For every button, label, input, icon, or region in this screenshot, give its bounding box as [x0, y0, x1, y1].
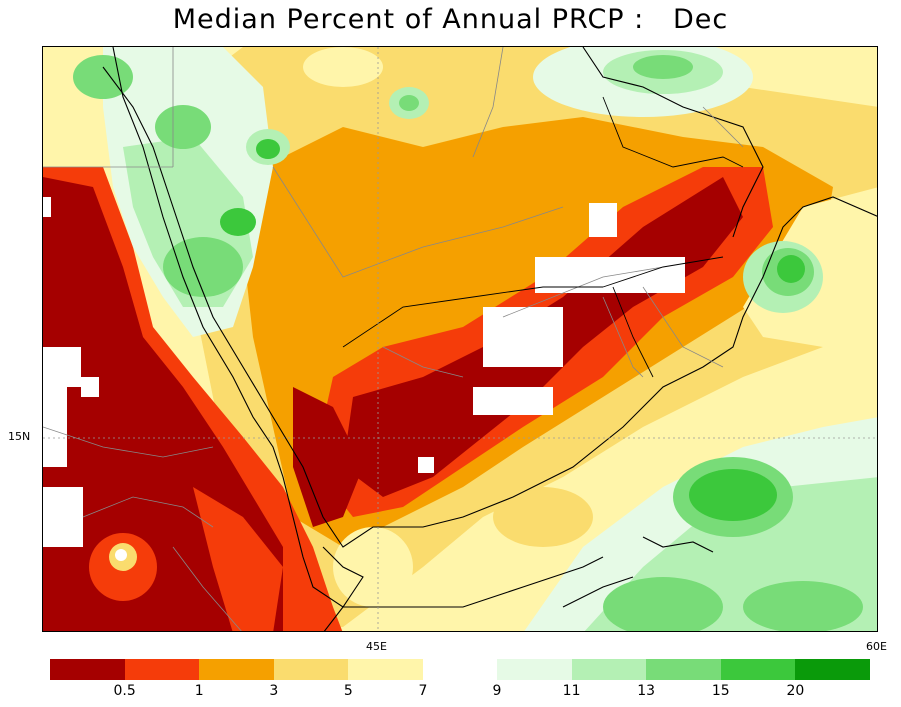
legend-label-wet-1: 11 — [562, 683, 581, 699]
precipitation-map — [43, 47, 877, 631]
legend-swatch-dry-3 — [273, 659, 349, 680]
legend-swatch-wet-3 — [720, 659, 796, 680]
legend-swatch-wet-1 — [571, 659, 647, 680]
legend-label-dry-0: 0.5 — [113, 683, 136, 699]
lon-label-45e: 45E — [366, 640, 387, 653]
legend-swatch-wet-4 — [795, 659, 871, 680]
legend-swatch-dry-2 — [199, 659, 275, 680]
legend-swatch-dry-1 — [124, 659, 200, 680]
legend-swatch-wet-2 — [646, 659, 722, 680]
lat-label-15n: 15N — [8, 430, 31, 443]
legend-label-dry-1: 1 — [194, 683, 204, 699]
legend-label-wet-0: 9 — [492, 683, 502, 699]
map-title: Median Percent of Annual PRCP : Dec — [172, 4, 729, 35]
map-area — [42, 46, 878, 632]
legend-label-wet-3: 15 — [711, 683, 730, 699]
lon-label-60e: 60E — [866, 640, 887, 653]
legend-swatch-wet-0 — [497, 659, 573, 680]
legend-label-dry-3: 5 — [343, 683, 353, 699]
legend-label-dry-2: 3 — [269, 683, 279, 699]
legend-swatch-dry-4 — [348, 659, 424, 680]
legend-label-dry-4: 7 — [418, 683, 428, 699]
legend-label-wet-2: 13 — [637, 683, 656, 699]
legend-swatch-dry-0 — [50, 659, 126, 680]
legend-label-wet-4: 20 — [786, 683, 805, 699]
